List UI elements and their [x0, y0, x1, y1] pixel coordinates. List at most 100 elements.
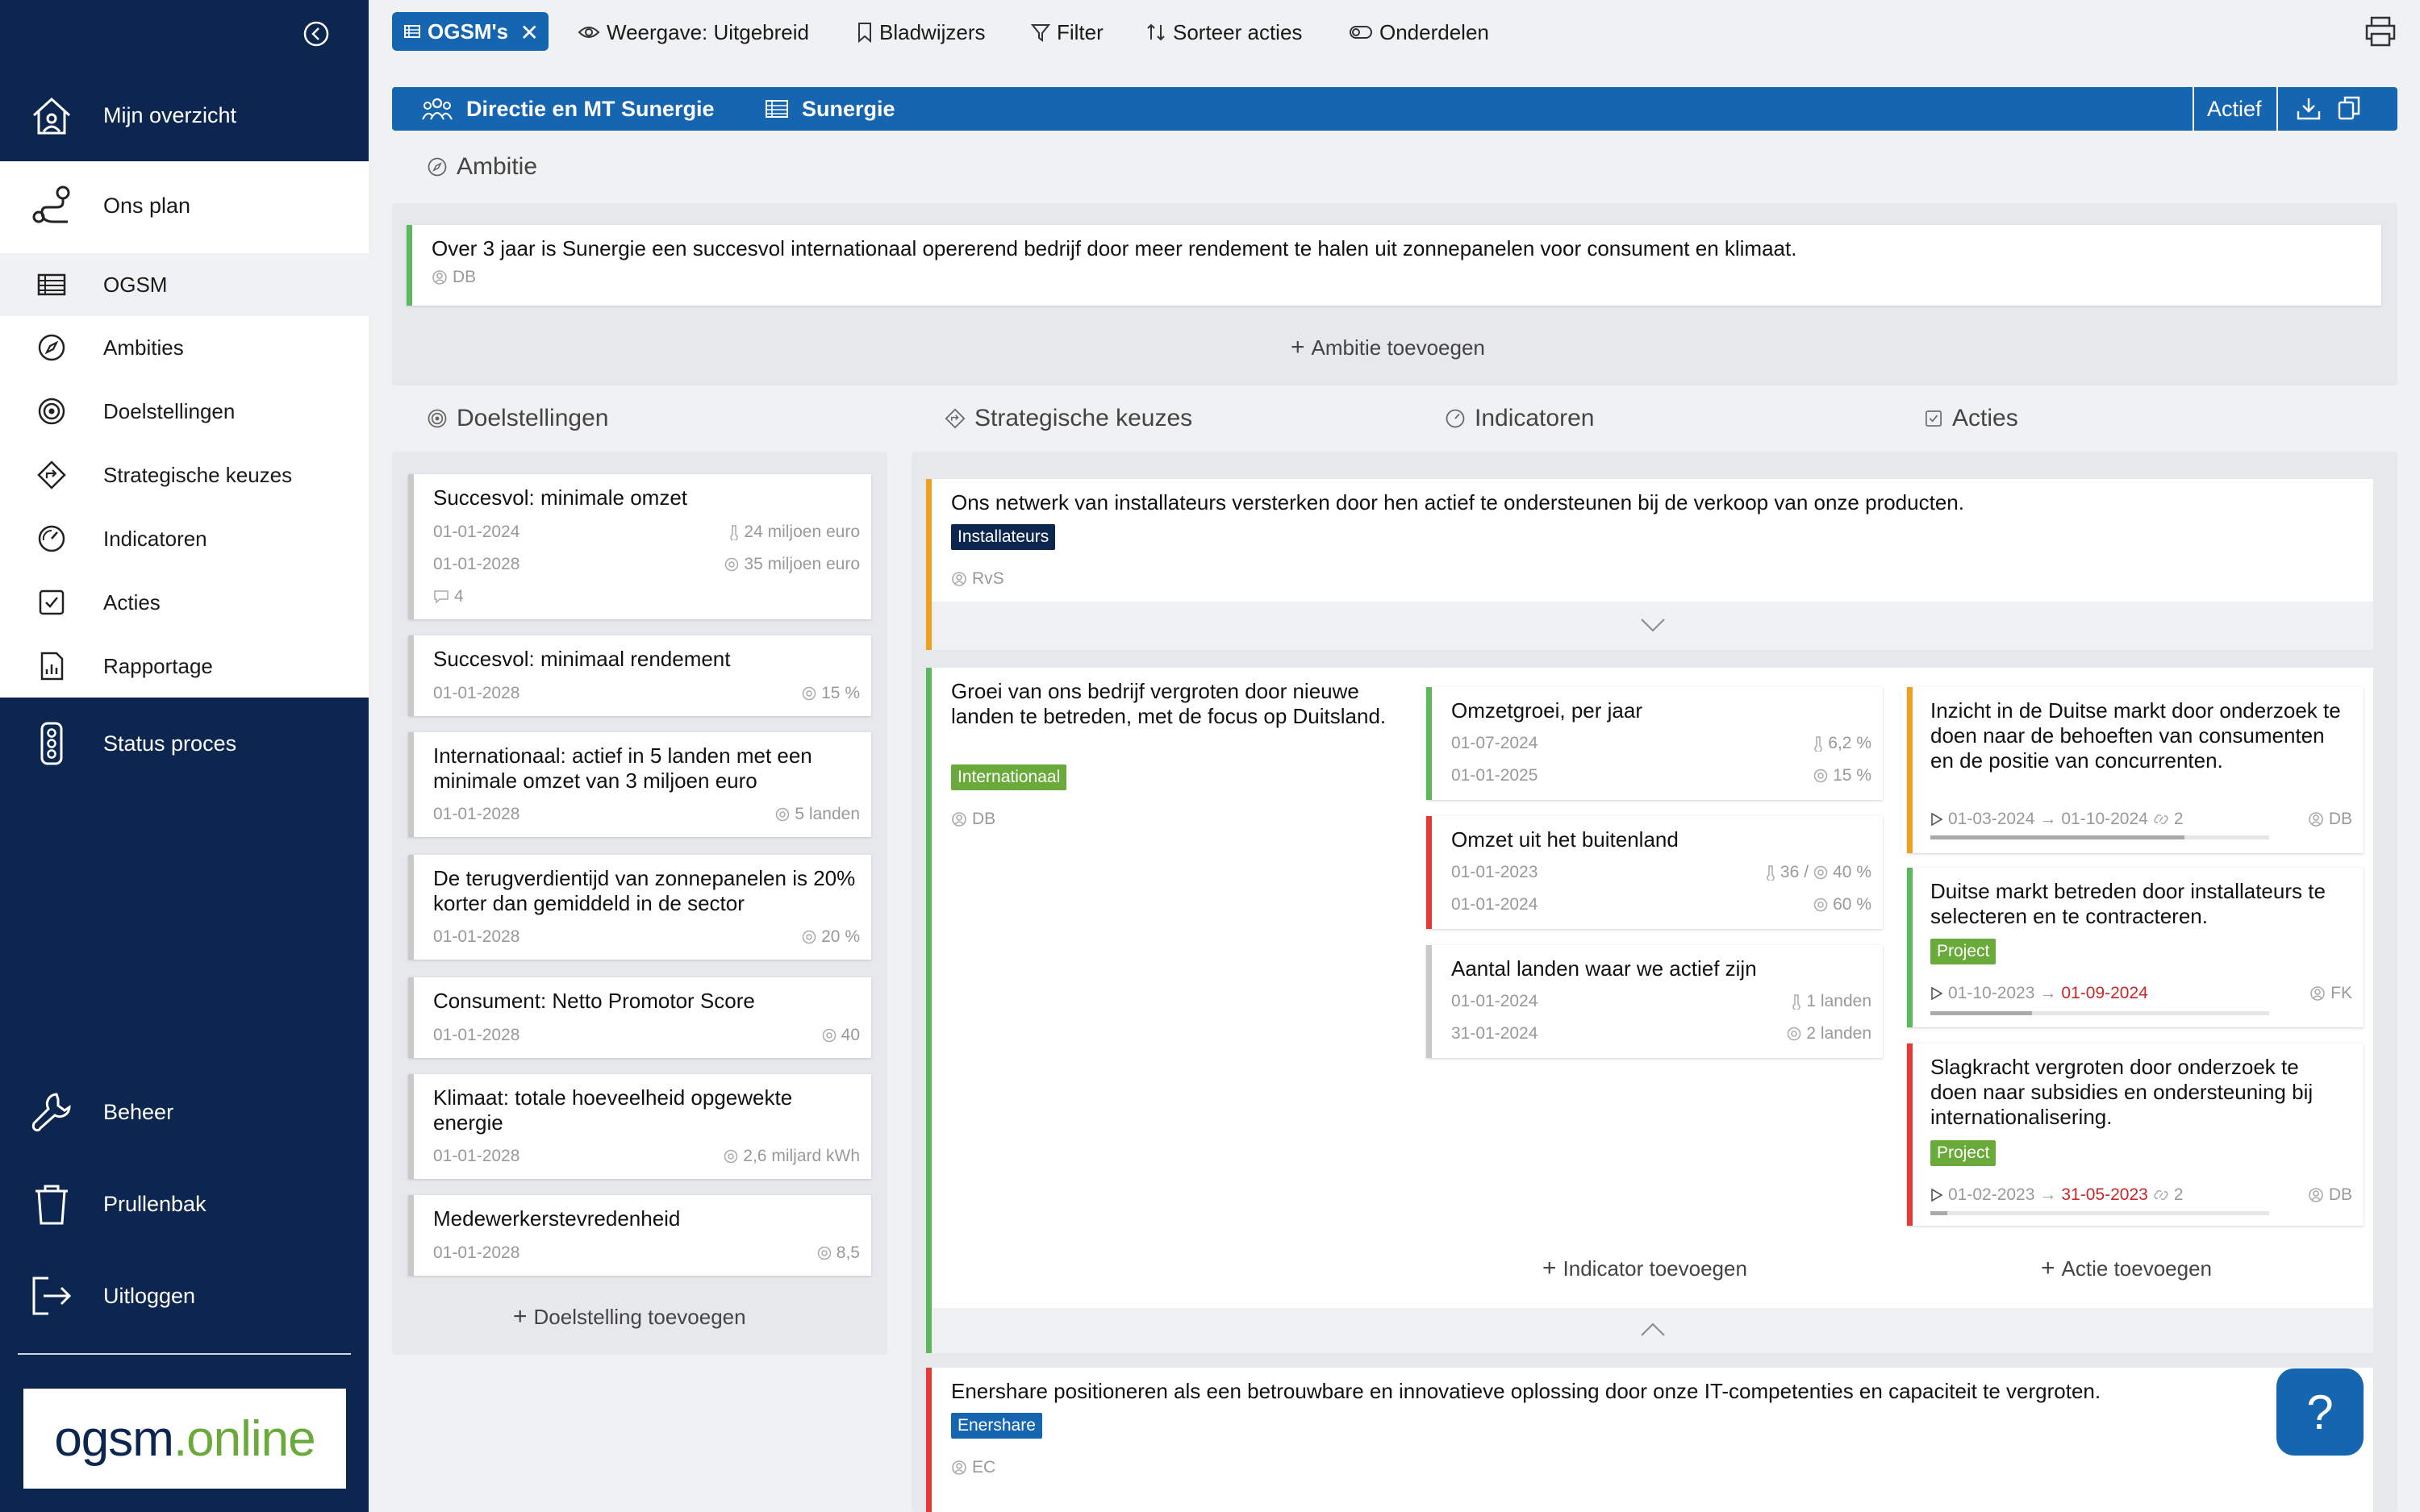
- strategy-card[interactable]: Ons netwerk van installateurs versterken…: [926, 479, 2373, 650]
- nav-mijn-overzicht[interactable]: Mijn overzicht: [0, 87, 369, 144]
- indicator-card[interactable]: Omzet uit het buitenland 01-01-2023 36 / …: [1426, 816, 1883, 929]
- nav-doelstellingen[interactable]: Doelstellingen: [0, 380, 369, 443]
- play-icon: [1931, 986, 1943, 1001]
- indicator-title: Omzetgroei, per jaar: [1451, 698, 1642, 723]
- owner-initials: DB: [453, 268, 477, 286]
- collapse-bar[interactable]: [932, 1308, 2373, 1353]
- nav-label: Ambities: [103, 335, 184, 360]
- strategy-card[interactable]: Enershare positioneren als een betrouwba…: [926, 1368, 2373, 1512]
- goal-card[interactable]: Klimaat: totale hoeveelheid opgewekte en…: [408, 1074, 871, 1179]
- close-icon[interactable]: ✕: [519, 20, 539, 45]
- goal-date: 01-01-2028: [433, 1147, 520, 1165]
- action-card[interactable]: Slagkracht vergroten door onderzoek te d…: [1907, 1043, 2364, 1226]
- action-tag[interactable]: Project: [1930, 1140, 1996, 1166]
- progress-fill: [1930, 835, 2184, 839]
- action-meta: 01-02-2023 → 31-05-2023 2 DB: [1930, 1185, 2352, 1205]
- goal-title: Consument: Netto Promotor Score: [433, 989, 755, 1013]
- filter-button[interactable]: Filter: [1031, 18, 1104, 47]
- indicator-row: 01-01-2024 1 landen: [1451, 992, 1871, 1011]
- nav-ambities[interactable]: Ambities: [0, 316, 369, 379]
- goal-date: 01-01-2028: [433, 927, 520, 946]
- sort-label: Sorteer acties: [1173, 19, 1303, 44]
- bookmark-icon: [858, 23, 871, 43]
- nav-prullenbak[interactable]: Prullenbak: [0, 1176, 369, 1232]
- collapse-sidebar-icon[interactable]: [302, 19, 331, 48]
- action-title: Duitse markt betreden door installateurs…: [1930, 879, 2326, 928]
- sort-actions-button[interactable]: Sorteer acties: [1145, 18, 1302, 47]
- bookmarks-button[interactable]: Bladwijzers: [857, 18, 986, 47]
- goal-card[interactable]: Succesvol: minimaal rendement 01-01-2028…: [408, 635, 871, 716]
- nav-strategische-keuzes[interactable]: Strategische keuzes: [0, 444, 369, 506]
- copy-icon[interactable]: [2336, 95, 2362, 121]
- nav-indicatoren[interactable]: Indicatoren: [0, 507, 369, 570]
- ogsm-filter-chip[interactable]: OGSM's ✕: [392, 12, 549, 51]
- target-icon: [724, 1149, 738, 1164]
- goal-card[interactable]: De terugverdientijd van zonnepanelen is …: [408, 855, 871, 960]
- nav-acties[interactable]: Acties: [0, 571, 369, 634]
- expand-bar[interactable]: [932, 602, 2373, 650]
- goal-card[interactable]: Internationaal: actief in 5 landen met e…: [408, 732, 871, 837]
- action-start: 01-02-2023: [1948, 1185, 2035, 1204]
- indicator-card[interactable]: Omzetgroei, per jaar 01-07-2024 6,2 % 01-…: [1426, 687, 1883, 800]
- ogsm-breadcrumb[interactable]: Sunergie: [765, 87, 895, 131]
- indicator-target: 40 %: [1833, 863, 1871, 881]
- arrow-right-icon: →: [2039, 984, 2057, 1002]
- goal-comments[interactable]: 4: [433, 587, 860, 606]
- strategy-text[interactable]: Groei van ons bedrijf vergroten door nie…: [951, 679, 1387, 728]
- bookmarks-label: Bladwijzers: [879, 19, 986, 44]
- print-icon[interactable]: [2364, 15, 2397, 48]
- strategy-tag[interactable]: Enershare: [951, 1413, 1042, 1439]
- goal-row: 01-01-2028 35 miljoen euro: [433, 555, 860, 574]
- nav-rapportage[interactable]: Rapportage: [0, 635, 369, 698]
- strategy-tag[interactable]: Internationaal: [951, 764, 1067, 790]
- org-name: Directie en MT Sunergie: [466, 96, 715, 121]
- goal-date: 01-01-2028: [433, 684, 520, 702]
- action-card[interactable]: Duitse markt betreden door installateurs…: [1907, 868, 2364, 1027]
- owner-initials: DB: [2328, 1185, 2352, 1204]
- target-text: 8,5: [836, 1243, 860, 1262]
- goal-card[interactable]: Consument: Netto Promotor Score 01-01-20…: [408, 977, 871, 1058]
- ogsm-name: Sunergie: [802, 96, 895, 121]
- nav-uitloggen[interactable]: Uitloggen: [0, 1268, 369, 1324]
- org-breadcrumb[interactable]: Directie en MT Sunergie: [421, 87, 715, 131]
- goal-card[interactable]: Succesvol: minimale omzet 01-01-2024 24 m…: [408, 474, 871, 619]
- target-icon: [1813, 768, 1828, 783]
- nav-ons-plan[interactable]: Ons plan: [0, 177, 369, 234]
- compass-icon: [32, 328, 71, 367]
- nav-label: Mijn overzicht: [103, 102, 237, 127]
- goal-target: 8,5: [817, 1243, 860, 1263]
- goal-title: Klimaat: totale hoeveelheid opgewekte en…: [433, 1085, 793, 1135]
- nav-beheer[interactable]: Beheer: [0, 1084, 369, 1140]
- download-icon[interactable]: [2296, 97, 2322, 121]
- target-icon: [1788, 1027, 1801, 1041]
- status-select[interactable]: Actief: [2207, 87, 2262, 131]
- goal-card[interactable]: Medewerkerstevredenheid 01-01-2028 8,5: [408, 1195, 871, 1276]
- nav-status-proces[interactable]: Status proces: [0, 715, 369, 772]
- ambition-card[interactable]: Over 3 jaar is Sunergie een succesvol in…: [407, 225, 2381, 306]
- view-button[interactable]: Weergave: Uitgebreid: [578, 18, 809, 47]
- add-action-button[interactable]: + Actie toevoegen: [2041, 1255, 2212, 1282]
- parts-button[interactable]: Onderdelen: [1349, 18, 1489, 47]
- target-icon: [817, 1246, 832, 1260]
- section-label: Doelstellingen: [457, 405, 609, 431]
- ambition-text: Over 3 jaar is Sunergie een succesvol in…: [432, 236, 1797, 260]
- nav-ogsm[interactable]: OGSM: [0, 253, 369, 316]
- goal-title: Succesvol: minimale omzet: [433, 485, 687, 510]
- action-tag[interactable]: Project: [1930, 939, 1996, 964]
- action-card[interactable]: Inzicht in de Duitse markt door onderzoe…: [1907, 687, 2364, 853]
- ogsm-online-logo[interactable]: ogsm. online: [23, 1389, 346, 1489]
- wrench-icon: [29, 1089, 74, 1135]
- target-text: 5 landen: [795, 805, 860, 823]
- plus-icon: +: [2041, 1255, 2055, 1281]
- compass-icon: [428, 157, 447, 177]
- add-ambition-button[interactable]: + Ambitie toevoegen: [1291, 334, 1485, 361]
- add-goal-button[interactable]: + Doelstelling toevoegen: [513, 1303, 746, 1331]
- progress-fill: [1930, 1011, 2032, 1015]
- owner-initials: RvS: [972, 569, 1004, 588]
- sidebar-divider: [18, 1353, 351, 1355]
- add-indicator-button[interactable]: + Indicator toevoegen: [1542, 1255, 1747, 1282]
- strategy-tag[interactable]: Installateurs: [951, 524, 1056, 550]
- indicator-card[interactable]: Aantal landen waar we actief zijn 01-01-…: [1426, 945, 1883, 1058]
- logo-part2: online: [186, 1410, 315, 1467]
- help-button[interactable]: ?: [2276, 1368, 2364, 1456]
